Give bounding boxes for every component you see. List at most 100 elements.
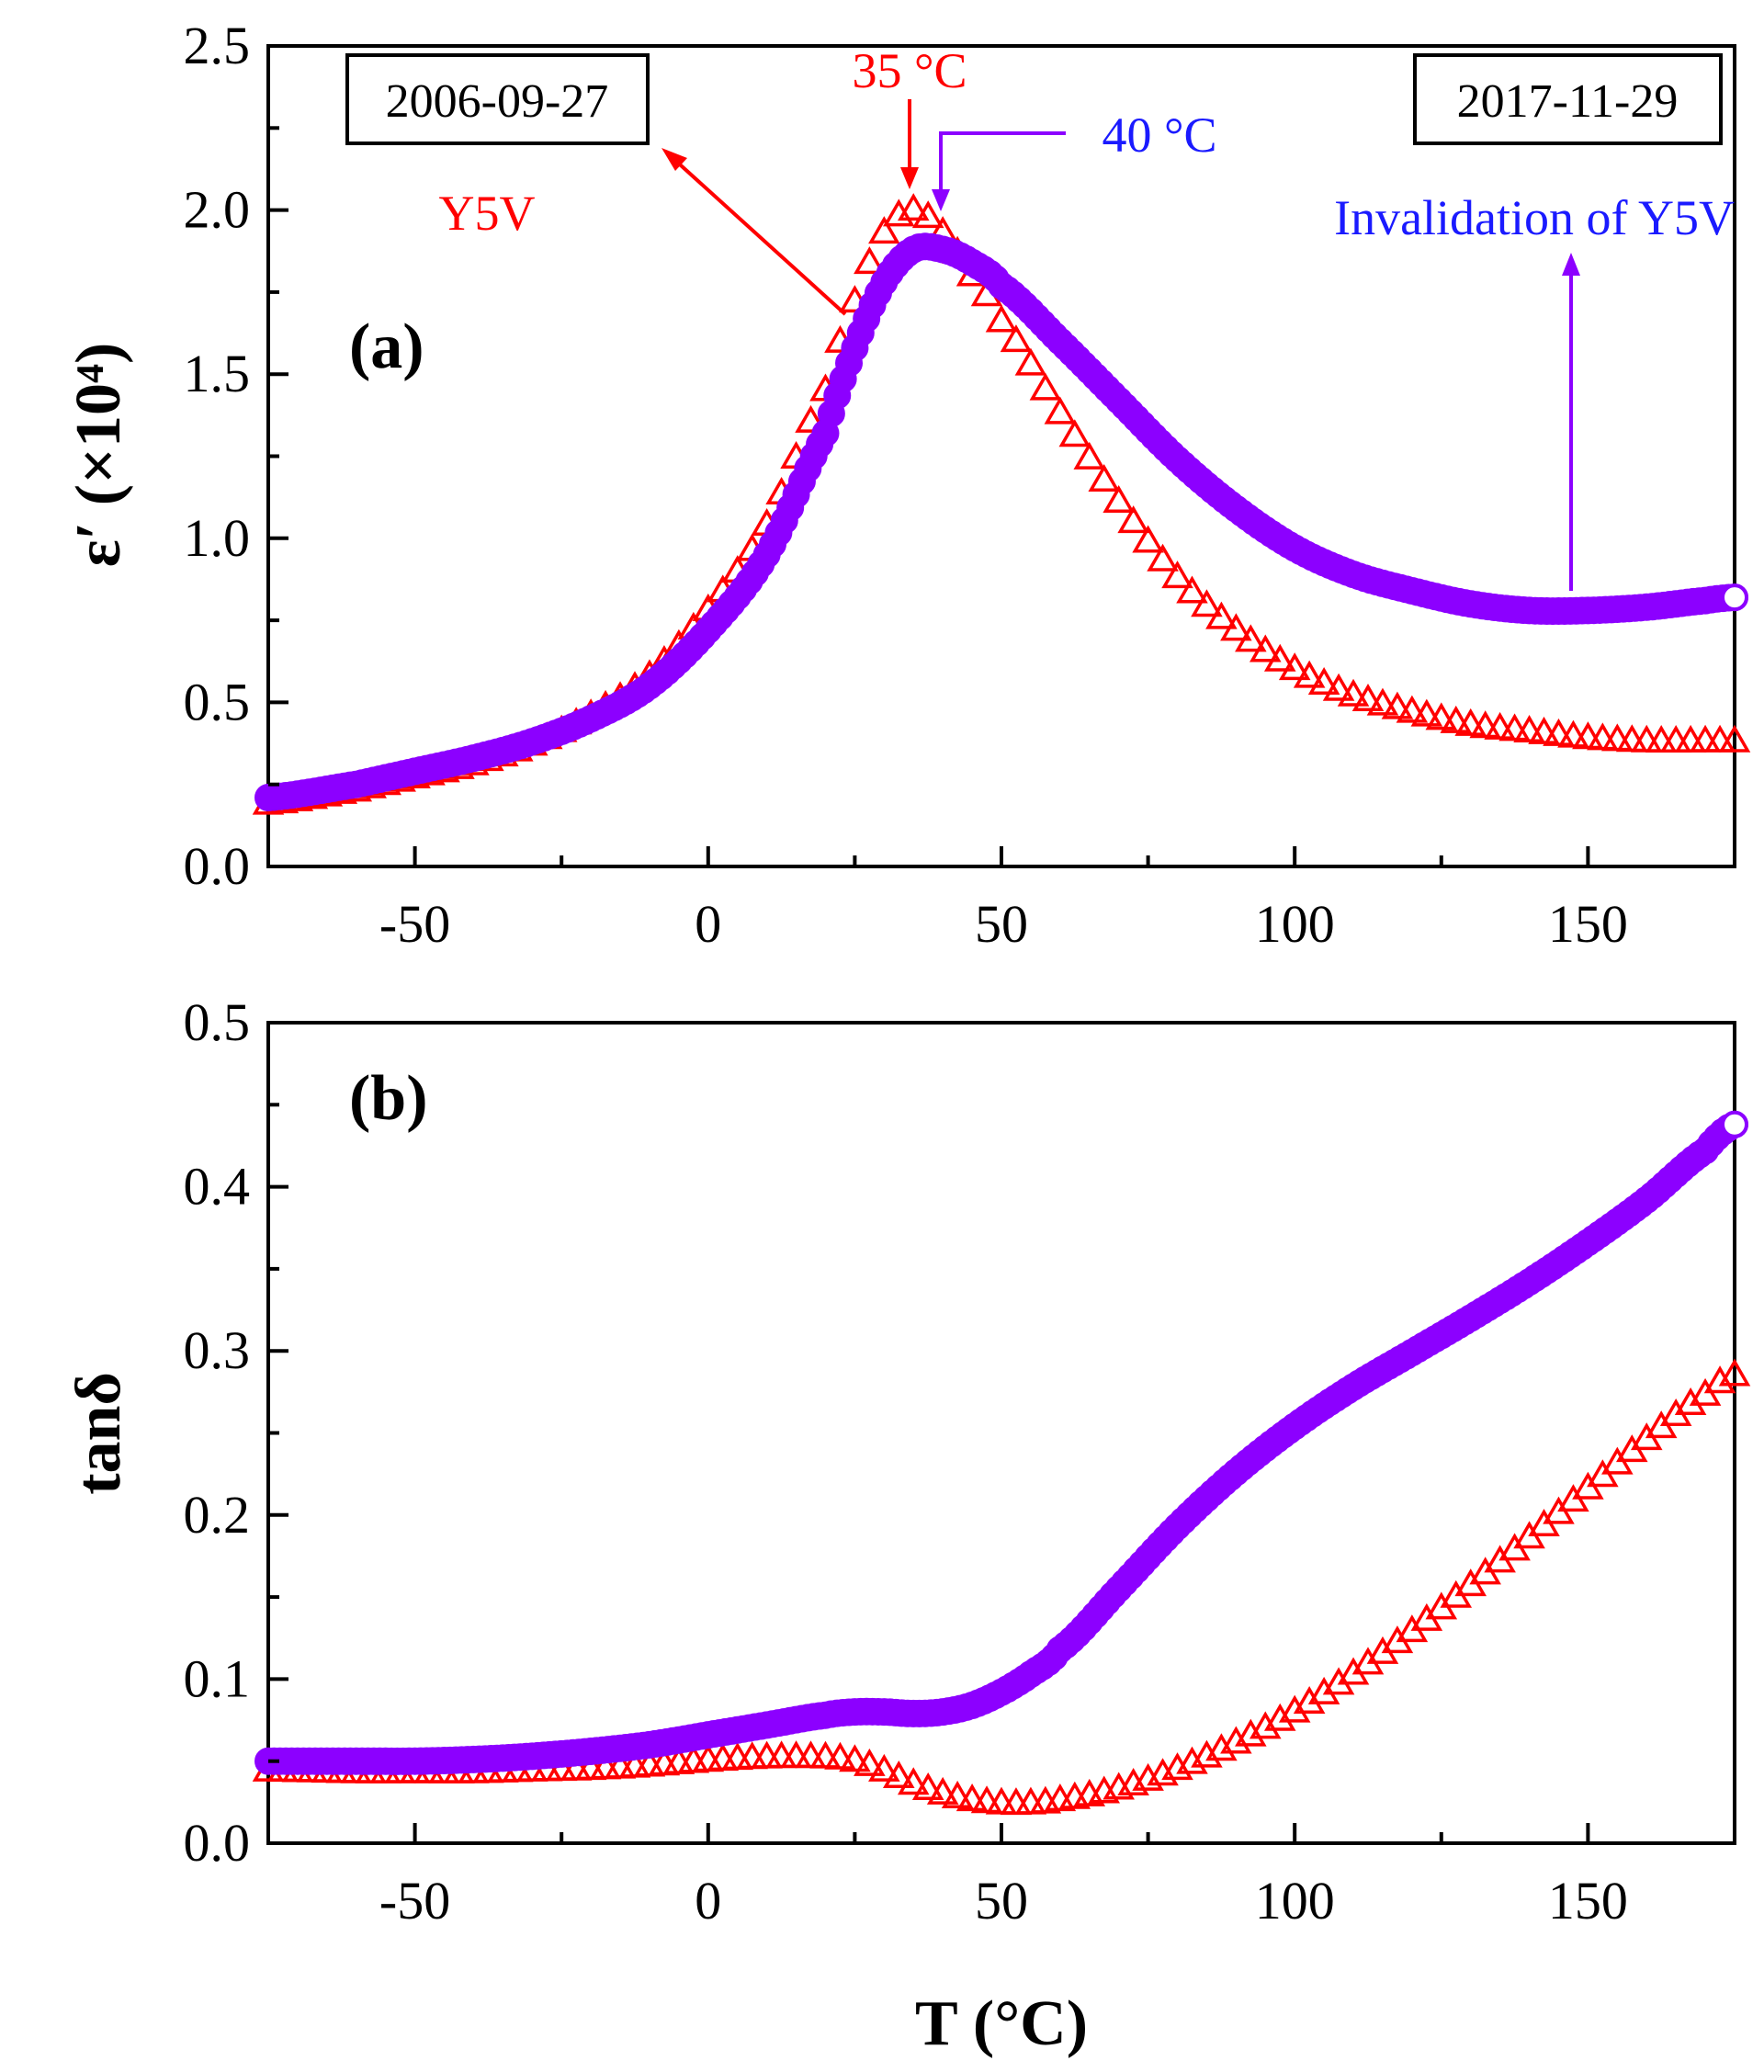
data-point <box>1235 624 1267 652</box>
panel-b-label: (b) <box>349 1063 428 1134</box>
data-point <box>1440 705 1473 733</box>
panel-a-ylabel: ε′ (×10⁴) <box>63 343 134 568</box>
x-tick-label: 150 <box>1548 1871 1628 1930</box>
x-axis-label: T (°C) <box>915 1988 1088 2059</box>
y-tick-label: 0.0 <box>184 836 251 896</box>
date-right-text: 2017-11-29 <box>1457 75 1679 128</box>
data-point <box>809 1740 842 1769</box>
data-point <box>911 1772 944 1801</box>
data-point <box>1469 710 1501 739</box>
data-point <box>985 304 1018 333</box>
data-point <box>1528 716 1560 744</box>
data-point <box>1220 613 1252 641</box>
data-point <box>1410 698 1443 727</box>
panel-a-data <box>252 193 1751 815</box>
data-point <box>1147 543 1179 572</box>
data-point <box>1718 1358 1751 1387</box>
data-point <box>1250 634 1282 662</box>
data-point <box>1014 347 1047 376</box>
data-point <box>1278 652 1311 681</box>
arrow-invalidation <box>1562 253 1580 591</box>
data-point <box>1293 660 1326 688</box>
y-tick-label: 0.5 <box>184 992 251 1052</box>
x-tick-label: 50 <box>975 894 1028 954</box>
data-point <box>1293 1685 1326 1714</box>
data-point <box>1029 372 1062 401</box>
data-point <box>1498 713 1531 742</box>
data-point <box>1396 695 1429 723</box>
data-point-end <box>1721 583 1748 612</box>
y-tick-label: 0.3 <box>184 1320 251 1380</box>
arrow-peak-red <box>900 99 919 189</box>
data-point <box>868 216 900 244</box>
data-point <box>1191 589 1223 617</box>
data-point <box>1351 684 1385 712</box>
data-point <box>970 1785 1003 1814</box>
data-point <box>1044 396 1077 425</box>
date-box-left <box>345 53 650 145</box>
y-tick-label: 0.5 <box>184 672 251 731</box>
data-point <box>1543 718 1575 746</box>
data-point <box>1161 1752 1193 1781</box>
data-point <box>854 246 886 275</box>
data-point <box>1161 560 1193 589</box>
data-point <box>1454 708 1487 736</box>
peak-red-label: 35 °C <box>852 43 967 98</box>
series-purple-2017 <box>254 1110 1748 1775</box>
data-point <box>1132 525 1164 553</box>
arrow-date-left <box>662 148 847 316</box>
data-point <box>854 1748 886 1776</box>
x-tick-label: -50 <box>379 894 450 954</box>
data-point <box>1250 1711 1282 1739</box>
panel-b-frame <box>266 1021 1736 1845</box>
panel-a: -50 0 50 100 150 0.0 0.5 1.0 1.5 2.0 2.5 (a) ε′ (×… <box>63 16 1751 954</box>
y-tick-label: 0.2 <box>184 1485 251 1545</box>
data-point <box>1205 601 1238 629</box>
date-left-text: 2006-09-27 <box>386 75 609 128</box>
date-box-right <box>1413 53 1723 145</box>
peak-blue-label: 40 °C <box>1102 108 1216 163</box>
x-tick-label: 100 <box>1255 1871 1335 1930</box>
data-point <box>1117 505 1149 534</box>
data-point <box>1235 1718 1267 1747</box>
y-tick-label: 0.1 <box>184 1648 251 1708</box>
data-point <box>1557 719 1589 748</box>
data-point <box>1425 702 1458 730</box>
data-point <box>883 1761 915 1789</box>
arrow-peak-blue <box>932 131 1066 211</box>
data-point <box>1307 667 1340 696</box>
data-point <box>1703 1365 1736 1394</box>
data-point <box>1718 724 1751 753</box>
data-point <box>824 1741 856 1770</box>
data-point <box>795 404 827 433</box>
x-tick-label: -50 <box>379 1871 450 1930</box>
data-point <box>897 1767 930 1795</box>
y-tick-label: 0.0 <box>184 1813 251 1873</box>
data-point <box>839 1744 871 1772</box>
data-point <box>1205 1733 1238 1761</box>
x-tick-label: 100 <box>1255 894 1335 954</box>
data-point <box>1191 1739 1223 1768</box>
data-point <box>1263 1703 1296 1731</box>
data-point <box>897 193 930 221</box>
data-point <box>911 200 944 229</box>
y-tick-label: 1.0 <box>184 508 251 568</box>
data-point <box>1366 687 1399 716</box>
x-tick-label: 150 <box>1548 894 1628 954</box>
x-tick-label: 0 <box>695 894 721 954</box>
panel-a-label: (a) <box>349 311 424 382</box>
data-point <box>1337 678 1370 707</box>
data-point <box>1263 643 1296 672</box>
x-tick-label: 0 <box>695 1871 721 1930</box>
data-point <box>868 1753 900 1782</box>
data-point <box>1058 419 1091 447</box>
data-point <box>956 1783 989 1812</box>
data-point <box>1307 1676 1340 1704</box>
y-tick-label: 0.4 <box>184 1157 251 1217</box>
y5v-label: Y5V <box>439 186 536 241</box>
data-point <box>1587 722 1619 751</box>
data-point <box>941 1780 974 1808</box>
